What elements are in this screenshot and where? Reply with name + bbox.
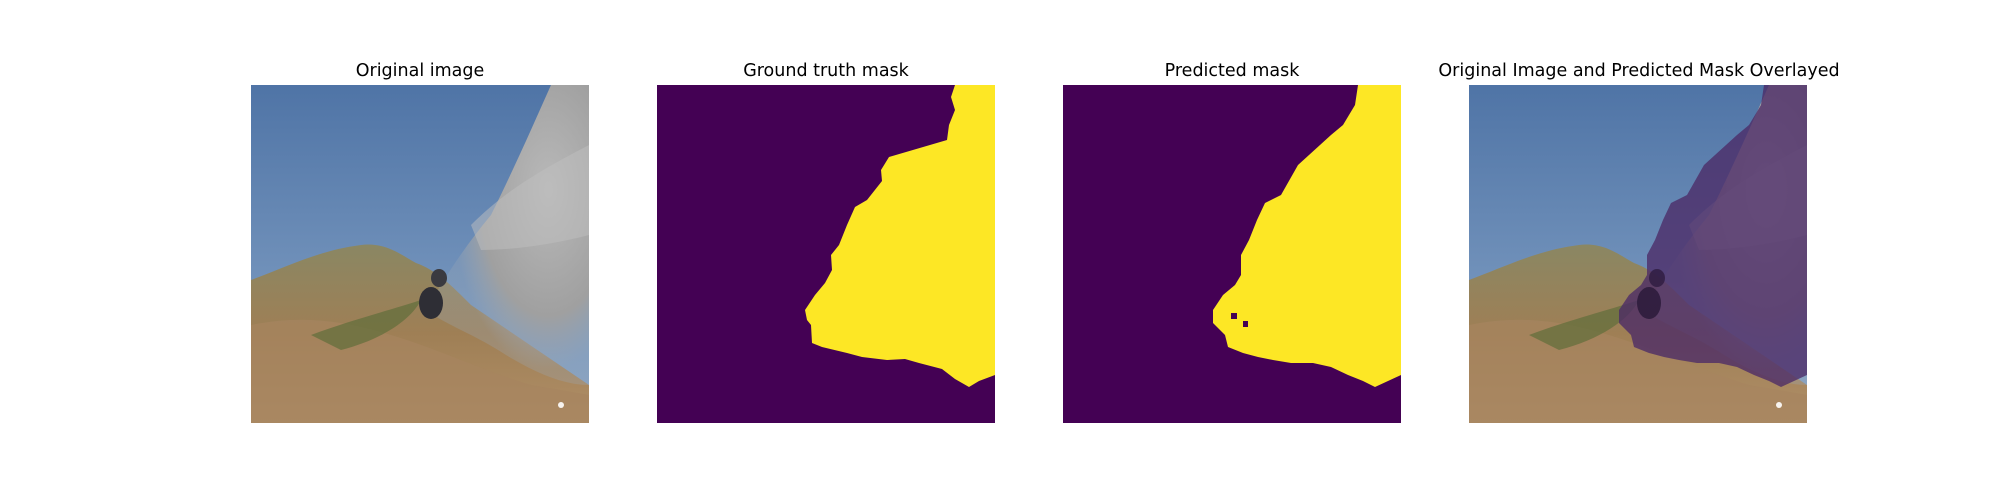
overlay-image-graphic bbox=[1469, 85, 1807, 423]
overlay-image bbox=[1469, 85, 1807, 423]
original-image-title: Original image bbox=[355, 61, 485, 81]
ground-truth-mask-title: Ground truth mask bbox=[743, 61, 909, 81]
predicted-mask-graphic bbox=[1063, 85, 1401, 423]
predicted-mask bbox=[1063, 85, 1401, 423]
ground-truth-mask-graphic bbox=[657, 85, 995, 423]
predicted-mask-title: Predicted mask bbox=[1164, 61, 1300, 81]
original-image-graphic bbox=[251, 85, 589, 423]
overlay-title: Original Image and Predicted Mask Overla… bbox=[1438, 61, 1840, 81]
ground-truth-mask bbox=[657, 85, 995, 423]
original-image bbox=[251, 85, 589, 423]
